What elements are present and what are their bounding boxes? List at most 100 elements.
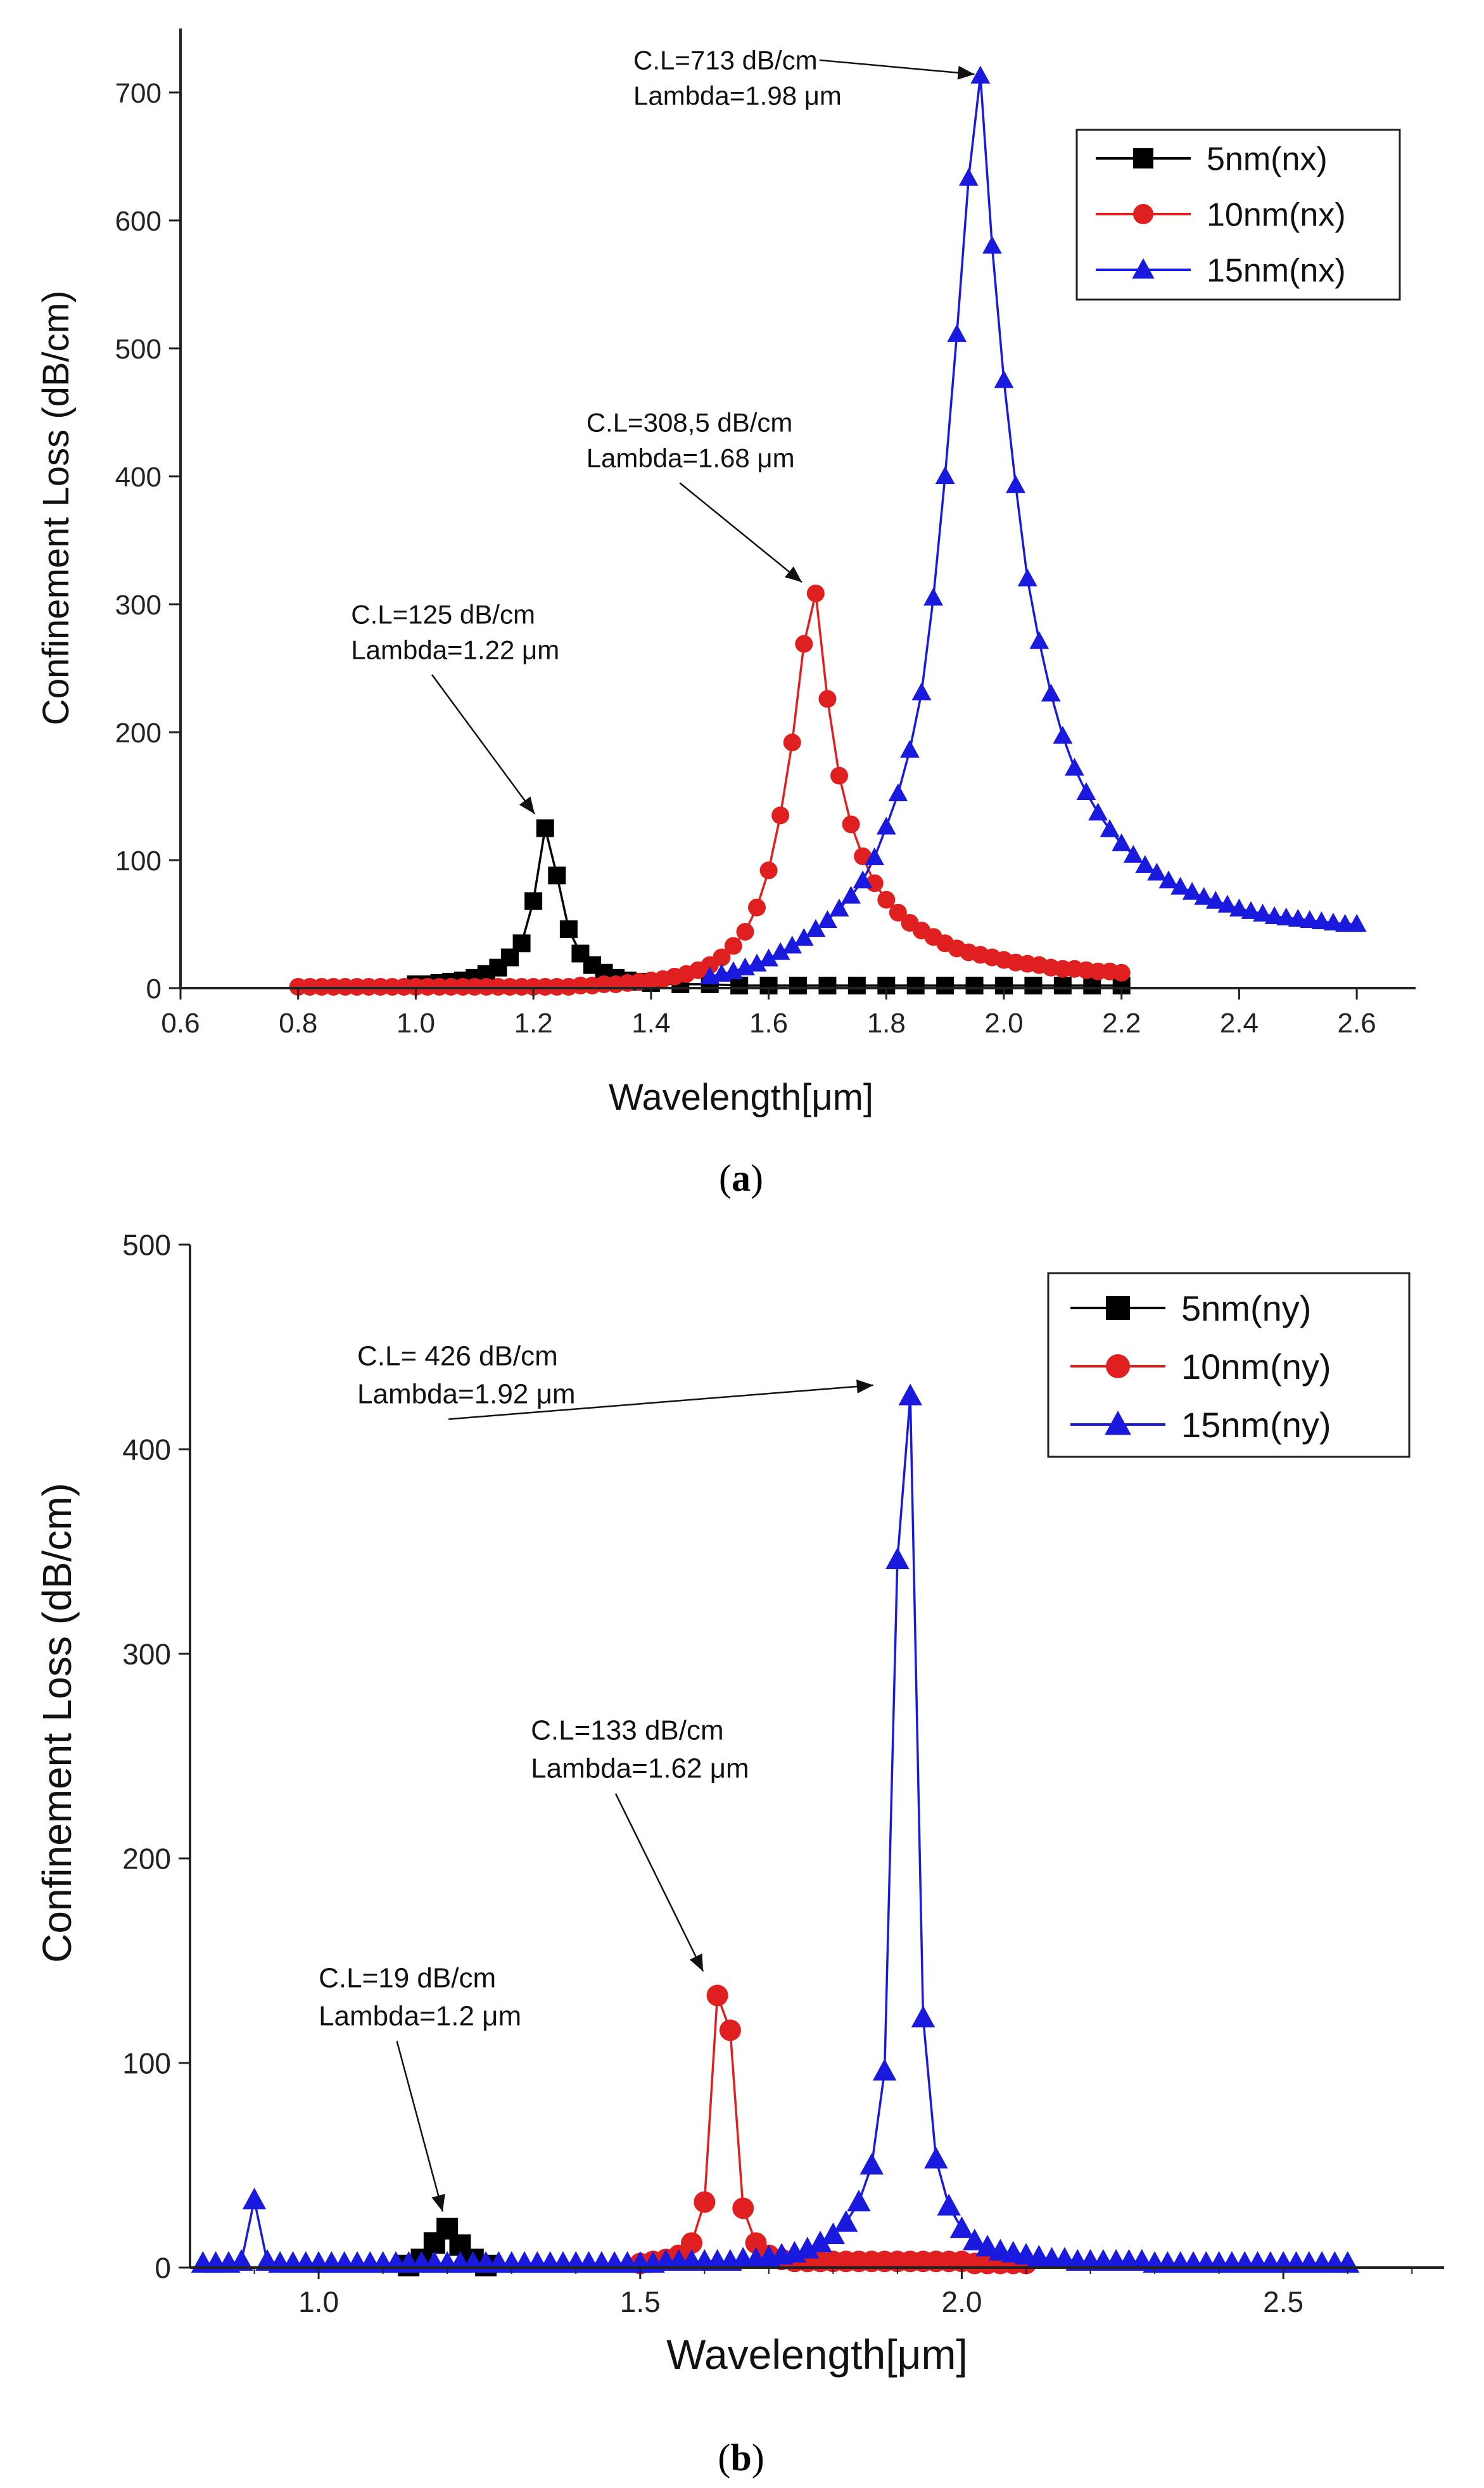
data-point: [242, 2187, 267, 2210]
annotation-arrowhead: [957, 65, 975, 80]
data-point: [796, 2237, 820, 2259]
data-point: [681, 2232, 702, 2254]
data-point: [229, 2249, 253, 2271]
data-point: [748, 898, 766, 917]
panel-caption-b: (b): [718, 2437, 764, 2478]
legend-marker: [1133, 204, 1153, 224]
x-tick-label: 2.5: [1263, 2285, 1303, 2318]
data-point: [900, 740, 920, 758]
data-point: [854, 847, 872, 865]
data-point: [911, 682, 932, 701]
data-point: [771, 806, 790, 825]
x-tick-label: 1.0: [298, 2285, 339, 2318]
data-point: [1024, 976, 1043, 994]
data-point: [794, 928, 814, 946]
data-point: [730, 976, 749, 994]
data-point: [559, 920, 578, 939]
data-point: [1205, 891, 1226, 909]
data-point: [759, 861, 778, 880]
data-point: [936, 976, 954, 994]
x-tick-label: 0.8: [279, 1008, 317, 1039]
data-point: [706, 1984, 728, 2007]
data-point: [1112, 833, 1132, 851]
y-axis-title-b: Confinement Loss (dB/cm): [34, 1483, 80, 1963]
data-point: [947, 324, 967, 342]
data-point: [1135, 854, 1155, 873]
data-point: [1112, 963, 1131, 982]
data-point: [1029, 631, 1050, 649]
data-point: [1088, 803, 1108, 821]
data-point: [548, 866, 566, 885]
annotations-a: C.L=125 dB/cm Lambda=1.22 μm C.L=308,5 dB/…: [351, 46, 975, 815]
data-point: [536, 819, 554, 837]
data-point: [889, 903, 907, 922]
data-point: [842, 815, 860, 834]
legend-label: 15nm(ny): [1181, 1405, 1331, 1445]
data-point: [770, 942, 790, 960]
annotation-arrow: [431, 674, 536, 815]
data-point: [1041, 683, 1061, 702]
y-tick-label: 300: [115, 590, 162, 621]
data-point: [736, 923, 754, 941]
data-point: [524, 892, 543, 910]
data-point: [982, 236, 1002, 254]
y-tick-label: 500: [115, 334, 162, 365]
legend-a: 5nm(nx) 10nm(nx) 15nm(nx): [1075, 129, 1401, 301]
annotation-arrow: [614, 1793, 704, 1972]
legend-marker: [1106, 1296, 1130, 1320]
data-point: [782, 936, 802, 954]
data-point: [906, 976, 925, 994]
data-point: [818, 976, 837, 994]
annotation-arrowhead: [431, 2193, 445, 2212]
data-point: [724, 937, 742, 955]
data-point: [970, 65, 991, 84]
data-point: [1264, 906, 1284, 924]
x-tick-label: 1.2: [514, 1008, 553, 1039]
legend-marker: [1105, 1411, 1131, 1435]
y-tick-label: 200: [122, 1843, 171, 1876]
annotation-arrowhead: [856, 1379, 873, 1393]
data-point: [847, 976, 866, 994]
annotation-arrow: [819, 59, 975, 75]
data-point: [911, 2005, 935, 2028]
data-point: [963, 2228, 987, 2250]
x-axis-title-a: Wavelength[μm]: [609, 1077, 873, 1118]
axis-ticks-b: 1.0 1.5 2.0 2.5 0 100 200 300 400 500: [122, 1229, 1413, 2318]
annotation-lambda: Lambda=1.2 μm: [319, 2000, 521, 2031]
x-tick-label: 1.5: [620, 2285, 661, 2318]
data-point: [965, 976, 984, 994]
annotation-arrow: [448, 1384, 873, 1420]
data-point: [834, 2210, 858, 2232]
y-tick-label: 700: [115, 78, 162, 109]
data-point: [759, 948, 778, 967]
data-point: [713, 948, 731, 967]
annotation-lambda: Lambda=1.22 μm: [351, 635, 559, 664]
data-point: [795, 635, 813, 653]
chart-panel-b: 1.0 1.5 2.0 2.5 0 100 200 300 400 500 C.L=19 dB/c…: [34, 1229, 1444, 2478]
data-point: [1053, 725, 1073, 744]
data-point: [806, 584, 825, 602]
data-point: [747, 953, 767, 972]
annotation-arrowhead: [689, 1953, 704, 1972]
data-point: [923, 587, 943, 606]
data-point: [924, 2147, 948, 2169]
data-point: [841, 885, 861, 904]
y-tick-label: 0: [146, 974, 162, 1005]
y-tick-label: 400: [122, 1433, 171, 1466]
data-point: [994, 370, 1014, 388]
data-point: [975, 2235, 999, 2257]
y-tick-label: 100: [115, 846, 162, 877]
x-tick-label: 1.0: [396, 1008, 435, 1039]
data-point: [1053, 976, 1072, 994]
y-tick-label: 500: [122, 1229, 171, 1262]
panel-label-b: b: [730, 2437, 751, 2478]
data-point: [1323, 912, 1343, 931]
data-point: [888, 783, 908, 802]
annotation-value: C.L=125 dB/cm: [351, 599, 535, 629]
y-tick-label: 100: [122, 2047, 171, 2080]
data-point: [1217, 894, 1238, 913]
annotations-b: C.L=19 dB/cm Lambda=1.2 μm C.L=133 dB/cm La…: [319, 1341, 873, 2212]
x-tick-label: 2.0: [941, 2285, 982, 2318]
data-point: [732, 2197, 754, 2219]
data-point: [885, 1547, 910, 1570]
